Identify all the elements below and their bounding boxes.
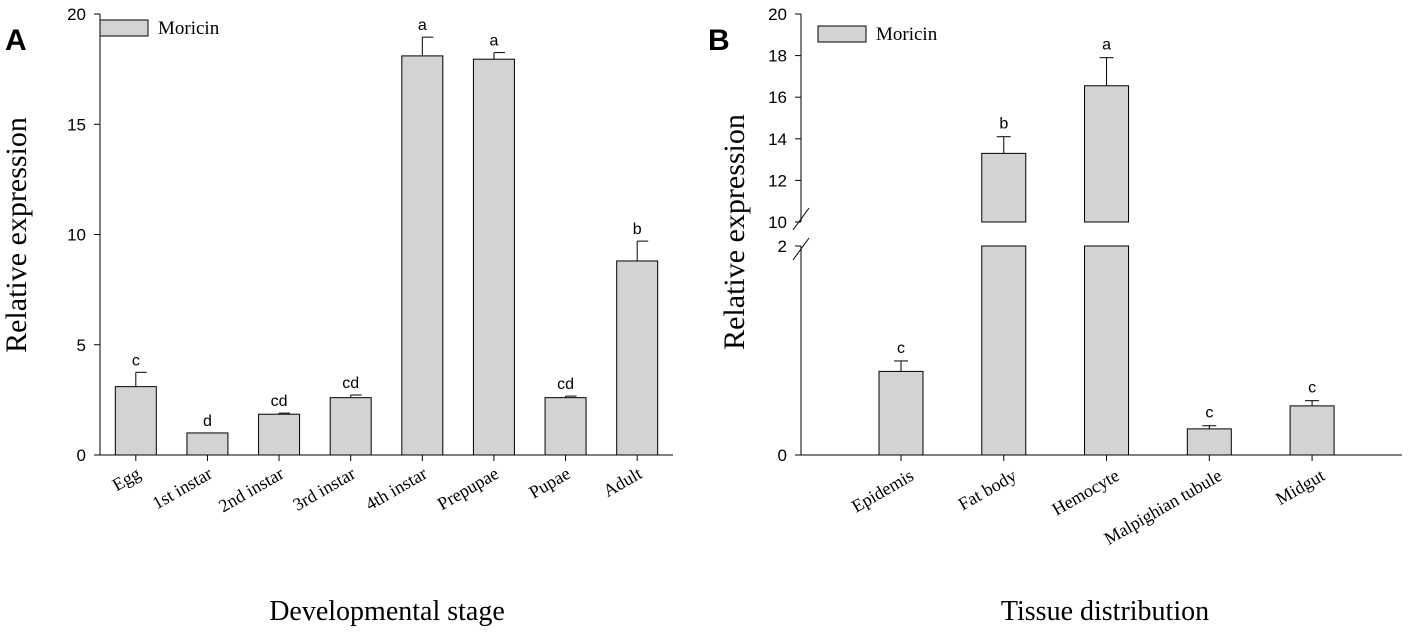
y-tick-label-a: 15 <box>67 115 86 134</box>
significance-label-a: a <box>489 33 498 50</box>
legend-label-a: Moricin <box>158 18 220 39</box>
bar-a <box>616 260 659 456</box>
axis-break-mark-b <box>792 207 810 231</box>
bar-b <box>1289 405 1335 456</box>
legend-swatch-b <box>817 25 867 43</box>
x-axis-label-a: Developmental stage <box>269 596 505 627</box>
significance-label-b: c <box>1308 380 1316 397</box>
panel-a: A Relative expression Developmental stag… <box>0 5 673 627</box>
y-tick-label-b: 0 <box>778 446 787 465</box>
significance-label-a: cd <box>271 393 288 410</box>
significance-label-a: a <box>418 17 427 34</box>
x-tick-label-b: Hemocyte <box>1048 465 1122 519</box>
x-tick-label-a: 1st instar <box>149 463 216 513</box>
axis-break-mark-b <box>792 237 810 261</box>
significance-label-a: c <box>132 352 140 369</box>
y-tick-label-b: 2 <box>778 237 787 256</box>
y-tick-label-a: 0 <box>77 446 86 465</box>
bar-a <box>186 432 229 456</box>
x-tick-label-a: Egg <box>109 463 144 495</box>
bar-a <box>329 397 372 456</box>
panel-b: B Relative expression Tissue distributio… <box>708 5 1402 627</box>
x-tick-label-a: Pupae <box>525 463 573 502</box>
x-tick-label-a: Prepupae <box>434 463 502 514</box>
bar-a <box>544 397 587 456</box>
x-tick-label-b: Epidemis <box>848 465 917 516</box>
x-tick-label-a: 4th instar <box>362 463 430 514</box>
significance-label-a: cd <box>557 376 574 393</box>
y-tick-label-a: 5 <box>77 336 86 355</box>
x-tick-label-a: 2nd instar <box>215 463 287 516</box>
legend-label-b: Moricin <box>876 24 938 45</box>
y-tick-label-b: 16 <box>768 88 787 107</box>
bar-b <box>981 245 1027 456</box>
x-tick-label-a: 3rd instar <box>289 463 358 515</box>
bar-b <box>878 370 924 456</box>
panel-label-b: B <box>708 24 730 57</box>
y-tick-label-b: 12 <box>768 171 787 190</box>
legend-swatch-a <box>99 19 149 37</box>
y-axis-label-a: Relative expression <box>0 117 33 353</box>
bar-a <box>258 413 301 456</box>
y-tick-label-a: 20 <box>67 5 86 24</box>
bar-a <box>472 58 515 456</box>
panel-label-a: A <box>5 24 27 57</box>
y-tick-label-a: 10 <box>67 226 86 245</box>
significance-label-b: c <box>1205 405 1213 422</box>
significance-label-b: a <box>1102 37 1111 54</box>
y-tick-label-b: 18 <box>768 47 787 66</box>
x-tick-label-b: Midgut <box>1272 465 1328 509</box>
y-axis-label-b: Relative expression <box>718 114 751 350</box>
bar-a <box>401 55 444 456</box>
x-tick-label-a: Adult <box>600 463 646 501</box>
significance-label-a: d <box>203 413 212 430</box>
significance-label-a: cd <box>342 375 359 392</box>
bar-b <box>1084 85 1130 223</box>
significance-label-b: b <box>999 116 1008 133</box>
significance-label-b: c <box>897 340 905 357</box>
significance-label-a: b <box>633 221 642 238</box>
bar-b <box>1186 428 1232 456</box>
bar-b <box>1084 245 1130 456</box>
y-tick-label-b: 20 <box>768 5 787 24</box>
y-tick-label-b: 10 <box>768 213 787 232</box>
bar-b <box>981 152 1027 223</box>
bar-a <box>114 386 157 456</box>
x-axis-label-b: Tissue distribution <box>1001 596 1209 627</box>
y-tick-label-b: 14 <box>768 130 787 149</box>
x-tick-label-b: Fat body <box>955 465 1020 514</box>
